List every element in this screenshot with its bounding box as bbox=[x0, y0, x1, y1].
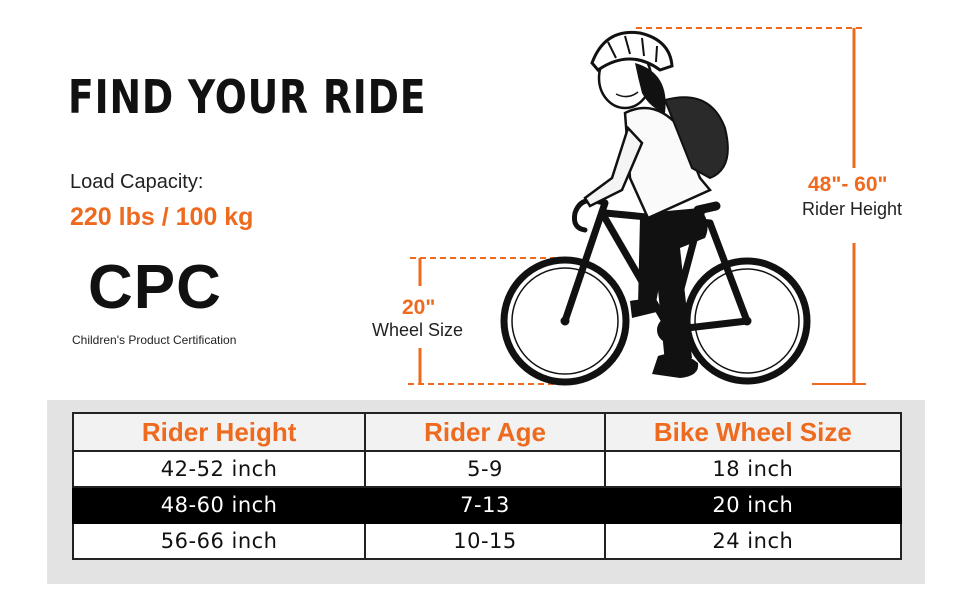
cell-rider-age: 5-9 bbox=[364, 450, 606, 488]
table-row: 42-52 inch 5-9 18 inch bbox=[71, 450, 903, 488]
rider-height-label: Rider Height bbox=[802, 199, 903, 219]
size-table: Rider Height Rider Age Bike Wheel Size 4… bbox=[71, 412, 903, 560]
table-header-row: Rider Height Rider Age Bike Wheel Size bbox=[71, 412, 903, 452]
cell-rider-age: 10-15 bbox=[364, 522, 606, 560]
header-rider-height: Rider Height bbox=[71, 412, 367, 452]
header-rider-age: Rider Age bbox=[364, 412, 606, 452]
load-capacity-label: Load Capacity: bbox=[70, 171, 204, 193]
cpc-subtitle: Children's Product Certification bbox=[72, 333, 237, 347]
cell-wheel-size: 18 inch bbox=[603, 450, 903, 488]
rider-height-dimension bbox=[636, 27, 866, 385]
cell-rider-age: 7-13 bbox=[364, 486, 606, 524]
rider-on-bike-illustration bbox=[408, 27, 866, 386]
cell-rider-height: 48-60 inch bbox=[71, 486, 367, 524]
rider-height-value: 48"- 60" bbox=[808, 173, 888, 196]
cell-rider-height: 42-52 inch bbox=[71, 450, 367, 488]
wheel-size-label: Wheel Size bbox=[372, 320, 464, 340]
rider-figure bbox=[583, 30, 729, 378]
table-row-highlighted: 48-60 inch 7-13 20 inch bbox=[71, 486, 903, 524]
wheel-size-value: 20" bbox=[402, 296, 436, 319]
load-capacity-value: 220 lbs / 100 kg bbox=[70, 203, 254, 231]
cell-wheel-size: 20 inch bbox=[603, 486, 903, 524]
wheel-size-dimension bbox=[408, 257, 555, 385]
page-title: FIND YOUR RIDE bbox=[68, 70, 427, 124]
cpc-logo: CPC bbox=[88, 253, 222, 322]
cell-rider-height: 56-66 inch bbox=[71, 522, 367, 560]
cell-wheel-size: 24 inch bbox=[603, 522, 903, 560]
table-row: 56-66 inch 10-15 24 inch bbox=[71, 522, 903, 560]
header-wheel-size: Bike Wheel Size bbox=[603, 412, 903, 452]
